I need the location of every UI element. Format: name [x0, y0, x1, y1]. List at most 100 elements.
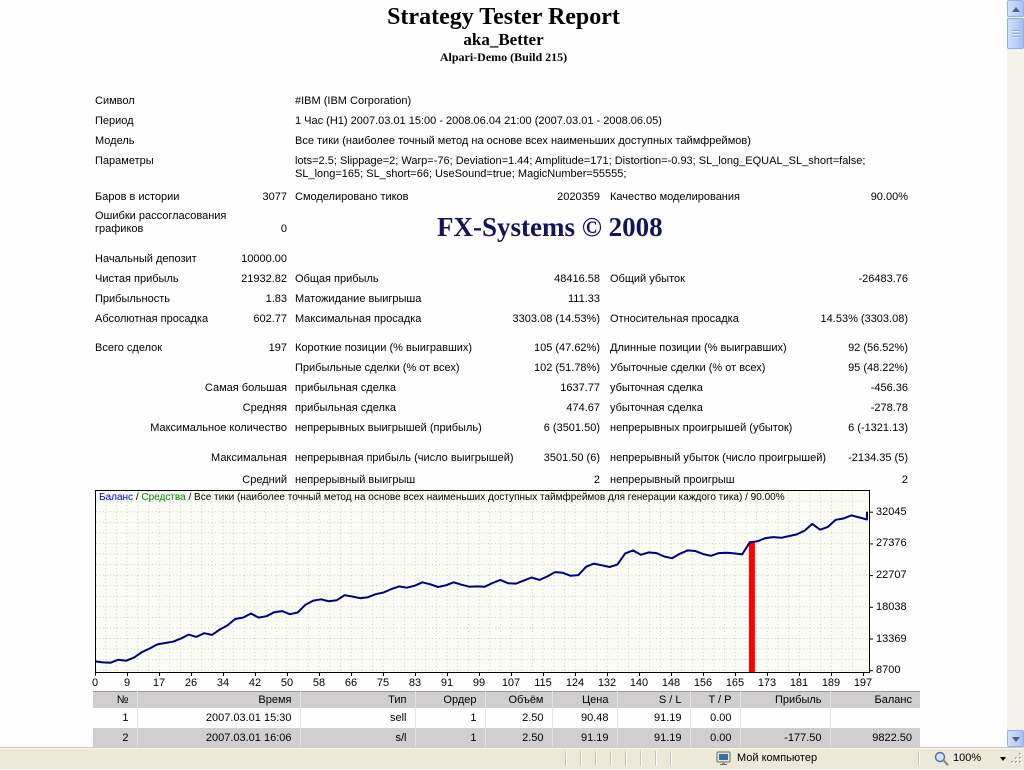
- stats-label: Убыточные сделки (% от всех): [610, 362, 766, 374]
- scrollbar-thumb-grip: [1012, 30, 1019, 38]
- stats-value: 6 (3501.50): [543, 422, 600, 434]
- stats-row: Средняя прибыльная сделка 474.67 убыточная …: [95, 402, 908, 422]
- trades-cell: 90.48: [552, 708, 618, 728]
- x-axis-tick-label: 50: [280, 677, 294, 689]
- stats-cell: Короткие позиции (% выигравших) 105 (47.6…: [287, 342, 600, 355]
- stats-label: непрерывных проигрышей (убыток): [610, 422, 793, 434]
- stats-label: Всего сделок: [95, 342, 163, 354]
- stats-cell: Общий убыток -26483.76: [600, 273, 908, 286]
- stats-row: Баров в истории 3077 Смоделировано тиков 20…: [95, 191, 908, 210]
- stats-label: Максимальная просадка: [295, 313, 422, 325]
- scroll-down-arrow-icon: [1012, 737, 1020, 742]
- stats-cell: Средний: [95, 474, 287, 487]
- trades-cell: 91.19: [617, 728, 691, 748]
- y-axis-tick-label: 22707: [876, 569, 907, 582]
- trades-cell: [830, 708, 920, 728]
- trades-cell: 1: [415, 728, 486, 748]
- x-axis-tick-label: 58: [312, 677, 326, 689]
- stats-wide-value: lots=2.5; Slippage=2; Warp=-76; Deviatio…: [295, 155, 866, 180]
- trades-cell: 91.19: [617, 708, 691, 728]
- statusbar-pane-separator: [580, 751, 582, 766]
- legend-model: Все тики (наиболее точный метод на основ…: [194, 492, 785, 503]
- trades-cell: 2.50: [485, 708, 553, 728]
- trades-column-header: T / P: [690, 691, 741, 708]
- trades-cell: 0.00: [690, 728, 741, 748]
- statusbar-pane-separator: [655, 751, 657, 766]
- page-title: Strategy Tester Report: [387, 4, 620, 30]
- stats-value: 2: [593, 474, 600, 486]
- trades-column-header: Баланс: [830, 691, 920, 708]
- stats-value: -26483.76: [858, 273, 908, 285]
- security-zone-label: Мой компьютер: [737, 752, 818, 764]
- stats-label: Относительная просадка: [610, 313, 739, 325]
- stats-row: Прибыльность 1.83 Матожидание выигрыша 111.…: [95, 293, 908, 313]
- stats-table: Символ #IBM (IBM Corporation) Период 1 Час …: [95, 95, 908, 494]
- x-axis-tick-label: 42: [248, 677, 262, 689]
- trades-cell: 2.50: [485, 728, 553, 748]
- trades-cell: -177.50: [740, 728, 831, 748]
- trades-cell: 91.19: [552, 728, 618, 748]
- scroll-up-button[interactable]: [1007, 0, 1024, 17]
- server-build: Alpari-Demo (Build 215): [439, 50, 568, 64]
- zoom-level-value[interactable]: 100%: [953, 752, 982, 764]
- stats-value: 0: [280, 223, 287, 235]
- zoom-dropdown-arrow[interactable]: [1000, 757, 1006, 761]
- stats-label: Качество моделирования: [610, 191, 740, 203]
- legend-separator: /: [185, 492, 195, 503]
- window-resize-grip[interactable]: [1010, 752, 1023, 768]
- stats-label: Средняя: [242, 402, 287, 414]
- scrollbar-thumb[interactable]: [1007, 18, 1024, 49]
- stats-value: 2: [901, 474, 908, 486]
- stats-cell: Относительная просадка 14.53% (3303.08): [600, 313, 908, 326]
- x-axis-tick-label: 9: [123, 677, 131, 689]
- x-axis-tick-label: 26: [184, 677, 198, 689]
- zoom-magnifier-icon[interactable]: [934, 751, 950, 770]
- stats-label: Общий убыток: [610, 273, 685, 285]
- stats-label: непрерывный выигрыш: [295, 474, 416, 486]
- statusbar-pane-separator: [670, 751, 672, 766]
- stats-value: 92 (56.52%): [848, 342, 908, 354]
- stats-cell: убыточная сделка -278.78: [600, 402, 908, 415]
- statusbar-pane-separator: [918, 751, 920, 766]
- trades-row: 2 2007.03.01 16:06 s/l 1 2.50 91.19 91.19 0.00-…: [93, 728, 920, 748]
- stats-row: Средний непрерывный выигрыш 2 непрерывный п…: [95, 474, 908, 494]
- stats-value: 48416.58: [554, 273, 600, 285]
- legend-separator: /: [133, 492, 142, 503]
- scroll-down-button[interactable]: [1007, 730, 1024, 747]
- trades-row: 1 2007.03.01 15:30 sell 1 2.50 90.48 91.19 0.00: [93, 708, 920, 728]
- stats-label: Период: [95, 115, 134, 127]
- stats-label: Начальный депозит: [95, 253, 197, 265]
- statusbar-pane-separator: [610, 751, 612, 766]
- stats-cell: прибыльная сделка 474.67: [287, 402, 600, 415]
- stats-row: Прибыльные сделки (% от всех) 102 (51.78%…: [95, 362, 908, 382]
- my-computer-icon: [716, 751, 732, 769]
- stats-cell: Чистая прибыль 21932.82: [95, 273, 287, 286]
- chart-canvas: [95, 490, 873, 676]
- stats-label: непрерывный убыток (число проигрышей): [610, 451, 827, 464]
- vertical-scrollbar[interactable]: [1007, 0, 1024, 747]
- balance-chart: Баланс / Средства / Все тики (наиболее т…: [92, 490, 1010, 690]
- x-axis-tick-label: 165: [725, 677, 745, 689]
- trades-column-header: Время: [137, 691, 301, 708]
- stats-cell: Смоделировано тиков 2020359: [287, 191, 600, 204]
- y-axis-tick-label: 13369: [876, 632, 907, 645]
- stats-value: 90.00%: [870, 191, 908, 203]
- x-axis-tick-label: 156: [693, 677, 713, 689]
- x-axis-tick-label: 181: [789, 677, 809, 689]
- trades-cell: s/l: [300, 728, 416, 748]
- stats-label: Прибыльность: [95, 293, 170, 305]
- legend-equity: Средства: [141, 492, 186, 503]
- stats-label: Модель: [95, 135, 135, 147]
- stats-value: -278.78: [870, 402, 908, 414]
- trades-column-header: Прибыль: [740, 691, 831, 708]
- x-axis-tick-label: 115: [534, 677, 552, 689]
- stats-cell: непрерывный проигрыш 2: [600, 474, 908, 487]
- stats-cell: Параметры: [95, 155, 287, 168]
- stats-cell: Максимальная просадка 3303.08 (14.53%): [287, 313, 600, 326]
- stats-cell: Баров в истории 3077: [95, 191, 287, 204]
- y-axis-tick-label: 8700: [876, 664, 901, 677]
- stats-cell: непрерывный убыток (число проигрышей) -21…: [600, 452, 908, 465]
- y-axis-tick-label: 18038: [876, 600, 907, 613]
